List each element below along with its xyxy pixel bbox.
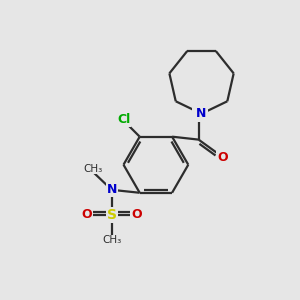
- Text: CH₃: CH₃: [83, 164, 102, 174]
- Text: CH₃: CH₃: [102, 236, 121, 245]
- Text: O: O: [218, 152, 228, 164]
- Text: N: N: [106, 183, 117, 196]
- Text: N: N: [196, 107, 207, 120]
- Text: O: O: [82, 208, 92, 221]
- Text: S: S: [107, 208, 117, 222]
- Text: O: O: [131, 208, 142, 221]
- Text: Cl: Cl: [117, 112, 130, 125]
- Text: N: N: [194, 108, 204, 121]
